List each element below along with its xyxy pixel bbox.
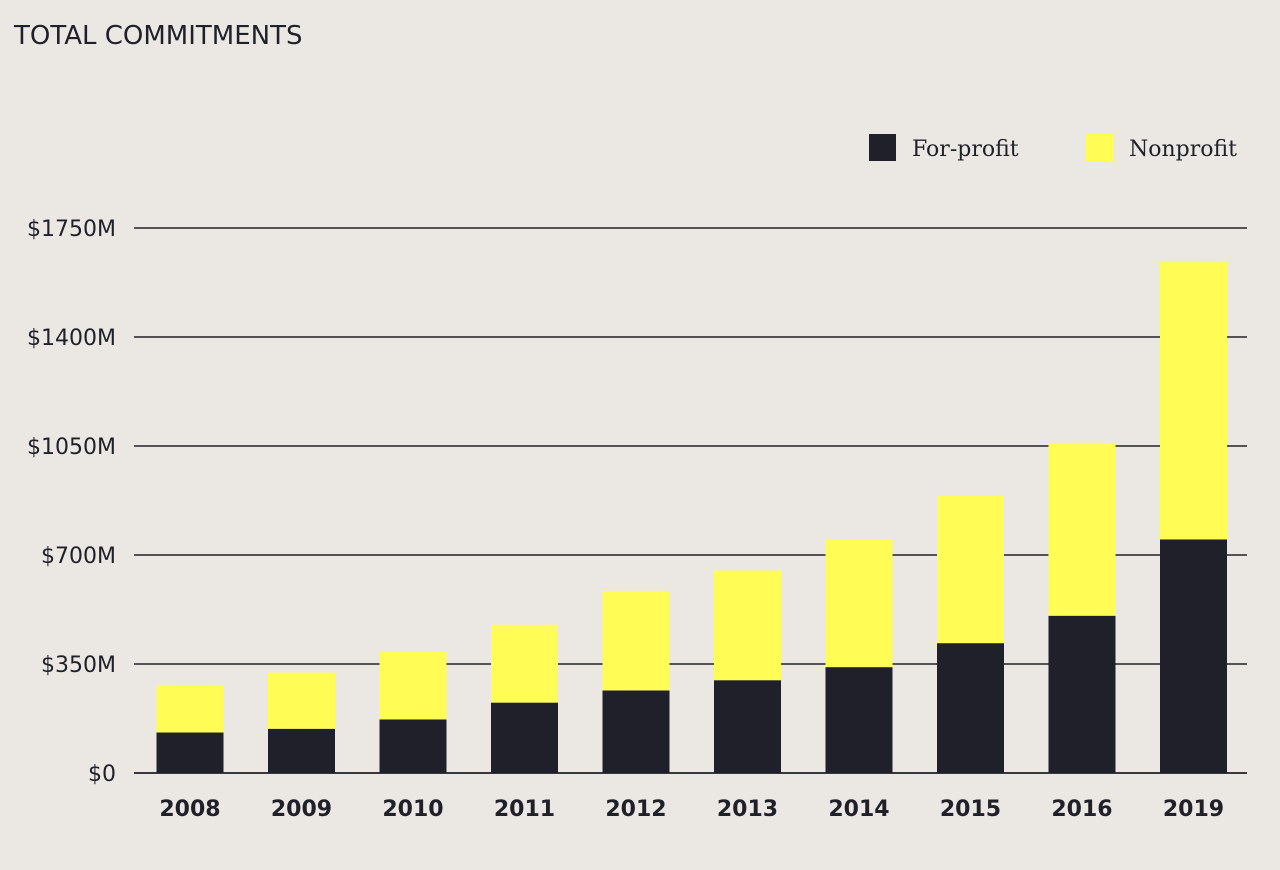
bar-for-profit-2013 (714, 680, 781, 773)
legend: For-profit Nonprofit (869, 134, 1237, 162)
bar-for-profit-2011 (491, 702, 558, 773)
bar-nonprofit-2015 (937, 495, 1004, 644)
y-tick-label: $700M (41, 544, 116, 569)
x-tick-label: 2009 (271, 797, 332, 822)
bar-nonprofit-2013 (714, 570, 781, 681)
chart-title: TOTAL COMMITMENTS (13, 21, 302, 51)
bar-nonprofit-2012 (602, 590, 670, 691)
x-tick-label: 2014 (828, 797, 889, 822)
legend-swatch-for-profit (869, 134, 896, 161)
bar-nonprofit-2008 (156, 685, 224, 733)
bar-for-profit-2015 (937, 643, 1004, 773)
x-tick-label: 2012 (605, 797, 666, 822)
bar-nonprofit-2009 (268, 672, 335, 729)
y-axis-ticks: $0 $350M $700M $1050M $1400M $1750M (27, 217, 116, 787)
y-tick-label: $1750M (27, 217, 116, 242)
x-tick-label: 2013 (717, 797, 778, 822)
bar-nonprofit-2010 (379, 651, 447, 720)
x-axis-ticks: 2008 2009 2010 2011 2012 2013 2014 2015 2016 2019 (159, 797, 1224, 822)
x-tick-label: 2011 (494, 797, 555, 822)
x-tick-label: 2015 (940, 797, 1001, 822)
y-tick-label: $0 (88, 762, 116, 787)
bar-nonprofit-2019 (1160, 262, 1227, 540)
bars (134, 262, 1247, 774)
bar-for-profit-2014 (825, 667, 893, 773)
legend-swatch-nonprofit (1086, 134, 1113, 161)
bar-for-profit-2012 (602, 690, 670, 773)
x-tick-label: 2016 (1051, 797, 1112, 822)
y-tick-label: $1050M (27, 435, 116, 460)
bar-for-profit-2010 (379, 719, 447, 773)
bar-for-profit-2008 (156, 732, 224, 773)
bar-nonprofit-2014 (825, 539, 893, 668)
legend-label-for-profit: For-profit (912, 137, 1019, 162)
y-tick-label: $1400M (27, 326, 116, 351)
bar-for-profit-2009 (268, 728, 335, 773)
bar-nonprofit-2011 (491, 624, 558, 703)
legend-label-nonprofit: Nonprofit (1129, 137, 1237, 162)
x-tick-label: 2019 (1163, 797, 1224, 822)
x-tick-label: 2010 (382, 797, 443, 822)
bar-nonprofit-2016 (1048, 442, 1116, 616)
bar-for-profit-2016 (1048, 615, 1116, 773)
bar-for-profit-2019 (1160, 539, 1227, 773)
y-tick-label: $350M (41, 653, 116, 678)
x-tick-label: 2008 (159, 797, 220, 822)
